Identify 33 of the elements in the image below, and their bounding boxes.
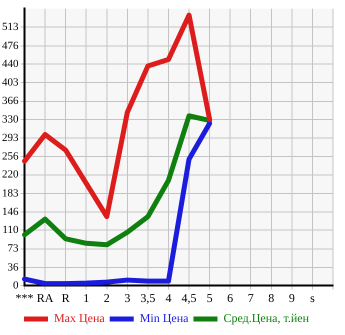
y-tick-label: 220: [2, 168, 19, 181]
x-tick-label: 3,5: [140, 290, 156, 305]
legend-label: Max Цена: [54, 311, 106, 326]
y-tick-label: 256: [2, 150, 19, 163]
x-tick-label: ***: [16, 290, 34, 305]
x-tick-label: s: [310, 290, 316, 305]
y-tick-label: 476: [2, 40, 19, 52]
y-tick-label: 440: [2, 58, 19, 70]
y-tick-label: 330: [2, 113, 19, 126]
x-tick-label: 6: [227, 290, 234, 305]
x-tick-label: RA: [36, 290, 54, 305]
y-tick-label: 0: [13, 279, 19, 292]
x-tick-label: R: [62, 290, 70, 305]
y-tick-label: 293: [2, 132, 19, 144]
x-tick-label: 9: [288, 290, 295, 305]
legend-label: Сред.Цена, т.йен: [223, 311, 310, 326]
x-tick-label: 4,5: [182, 290, 197, 305]
x-tick-label: 1: [83, 290, 90, 305]
x-tick-label: 5: [206, 290, 213, 305]
y-tick-label: 110: [2, 224, 19, 236]
x-tick-label: 8: [268, 290, 274, 305]
y-tick-label: 183: [2, 187, 19, 200]
y-tick-label: 513: [2, 21, 19, 34]
y-tick-label: 366: [2, 95, 19, 108]
y-tick-label: 146: [2, 206, 19, 218]
legend-label: Min Цена: [140, 311, 190, 326]
x-tick-label: 7: [248, 290, 254, 305]
x-tick-label: 4: [165, 290, 172, 305]
y-tick-label: 403: [2, 76, 19, 89]
y-tick-label: 73: [8, 242, 19, 255]
x-tick-label: 2: [104, 290, 110, 305]
y-tick-label: 36: [8, 261, 19, 274]
x-tick-label: 3: [124, 290, 130, 305]
